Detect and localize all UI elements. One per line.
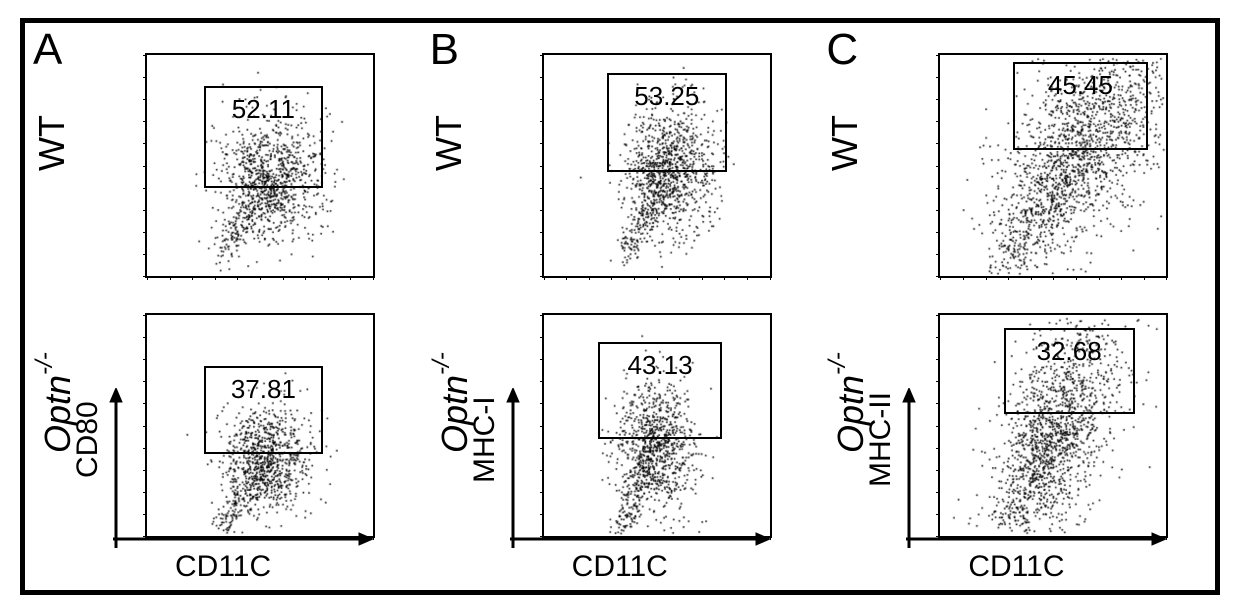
panel-letter-a: A bbox=[33, 25, 62, 75]
column-a: A WT Optn-/- 52.11 37.81 CD80 CD11C bbox=[25, 23, 422, 590]
column-b: B WT Optn-/- 53.25 43.13 MHC-I CD11C bbox=[422, 23, 819, 590]
panel-letter-c: C bbox=[826, 25, 858, 75]
gate-value-b-wt: 53.25 bbox=[634, 81, 699, 112]
y-axis-label-a: CD80 bbox=[71, 380, 105, 500]
plot-c-ko: 32.68 bbox=[938, 313, 1168, 538]
x-axis-label-b: CD11C bbox=[572, 550, 668, 584]
gate-b-ko: 43.13 bbox=[598, 342, 722, 439]
y-axis-arrow-a bbox=[107, 388, 125, 548]
plot-a-ko: 37.81 bbox=[145, 313, 375, 538]
gate-c-wt: 45.45 bbox=[1013, 62, 1149, 150]
x-axis-label-a: CD11C bbox=[175, 550, 271, 584]
figure-frame: A WT Optn-/- 52.11 37.81 CD80 CD11C bbox=[20, 18, 1220, 595]
y-axis-arrow-b bbox=[504, 388, 522, 548]
row-label-wt-b: WT bbox=[428, 83, 470, 203]
row-label-wt-c: WT bbox=[824, 83, 866, 203]
x-axis-arrow-b bbox=[510, 530, 770, 548]
gate-a-wt: 52.11 bbox=[204, 86, 324, 188]
gate-b-wt: 53.25 bbox=[607, 73, 727, 172]
gate-c-ko: 32.68 bbox=[1004, 328, 1135, 414]
ko-sup: -/- bbox=[428, 353, 455, 376]
plot-c-wt: 45.45 bbox=[938, 53, 1168, 278]
x-axis-arrow-c bbox=[906, 530, 1166, 548]
gate-value-c-wt: 45.45 bbox=[1048, 70, 1113, 101]
gate-value-c-ko: 32.68 bbox=[1037, 336, 1102, 367]
plot-b-ko: 43.13 bbox=[542, 313, 772, 538]
gate-value-b-ko: 43.13 bbox=[628, 350, 693, 381]
panel-letter-b: B bbox=[430, 25, 459, 75]
plot-b-wt: 53.25 bbox=[542, 53, 772, 278]
gate-value-a-wt: 52.11 bbox=[232, 94, 295, 125]
plot-a-wt: 52.11 bbox=[145, 53, 375, 278]
y-axis-label-c: MHC-II bbox=[864, 380, 898, 500]
column-c: C WT Optn-/- 45.45 32.68 MHC-II CD11C bbox=[818, 23, 1215, 590]
row-label-wt-a: WT bbox=[31, 83, 73, 203]
x-axis-arrow-a bbox=[113, 530, 373, 548]
y-axis-label-b: MHC-I bbox=[468, 380, 502, 500]
ko-sup: -/- bbox=[824, 353, 851, 376]
gate-a-ko: 37.81 bbox=[204, 366, 324, 454]
y-axis-arrow-c bbox=[900, 388, 918, 548]
gate-value-a-ko: 37.81 bbox=[231, 374, 296, 405]
ko-sup: -/- bbox=[31, 353, 58, 376]
x-axis-label-c: CD11C bbox=[968, 550, 1064, 584]
